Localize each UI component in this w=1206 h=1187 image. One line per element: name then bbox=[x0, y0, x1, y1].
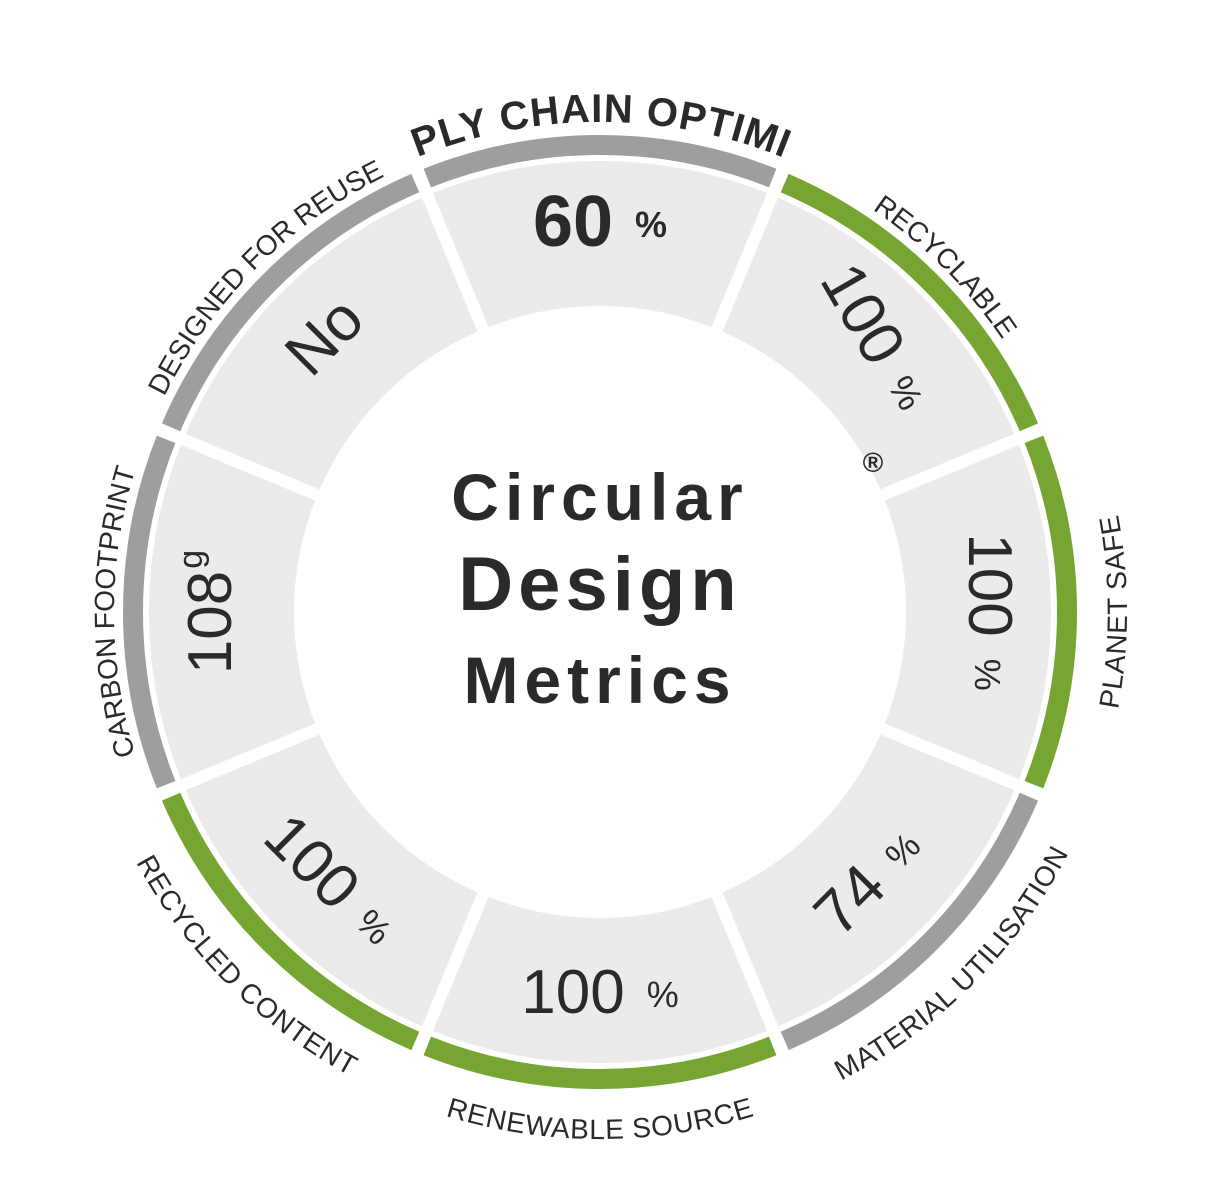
segment-label: RENEWABLE SOURCE bbox=[444, 1092, 756, 1145]
segment-label-path: RENEWABLE SOURCE bbox=[444, 1092, 756, 1145]
ring-arc bbox=[161, 173, 420, 432]
ring-arc bbox=[1024, 435, 1077, 789]
value-number: 108 bbox=[176, 571, 245, 674]
center-disc bbox=[295, 307, 905, 917]
ring-arc bbox=[780, 792, 1039, 1051]
ring-arc bbox=[161, 792, 420, 1051]
segments bbox=[123, 135, 1077, 1089]
value-unit: % bbox=[635, 204, 667, 245]
value-unit: % bbox=[967, 659, 1008, 691]
value-number: 100 bbox=[955, 533, 1024, 636]
segment-value: 108 g bbox=[172, 550, 245, 674]
ring-arc bbox=[780, 173, 1039, 432]
value-unit: g bbox=[172, 550, 210, 569]
ring-arc bbox=[423, 135, 777, 188]
ring-arc bbox=[423, 1036, 777, 1089]
segment-label-path: PLANET SAFE bbox=[1093, 513, 1133, 710]
title-line: Circular bbox=[451, 460, 748, 534]
value-number: 60 bbox=[533, 182, 613, 262]
segment-label: PLANET SAFE bbox=[1093, 513, 1133, 710]
registered-mark: ® bbox=[863, 447, 884, 478]
segment-value: 100% bbox=[955, 533, 1024, 690]
title-line: Metrics bbox=[463, 643, 736, 717]
segment-value: 60% bbox=[533, 182, 667, 262]
ring-arc bbox=[123, 435, 176, 789]
value-number: 100 bbox=[521, 958, 624, 1027]
value-unit: % bbox=[647, 974, 679, 1015]
segment-value: 100% bbox=[521, 958, 678, 1027]
title-line: Design bbox=[458, 542, 741, 627]
